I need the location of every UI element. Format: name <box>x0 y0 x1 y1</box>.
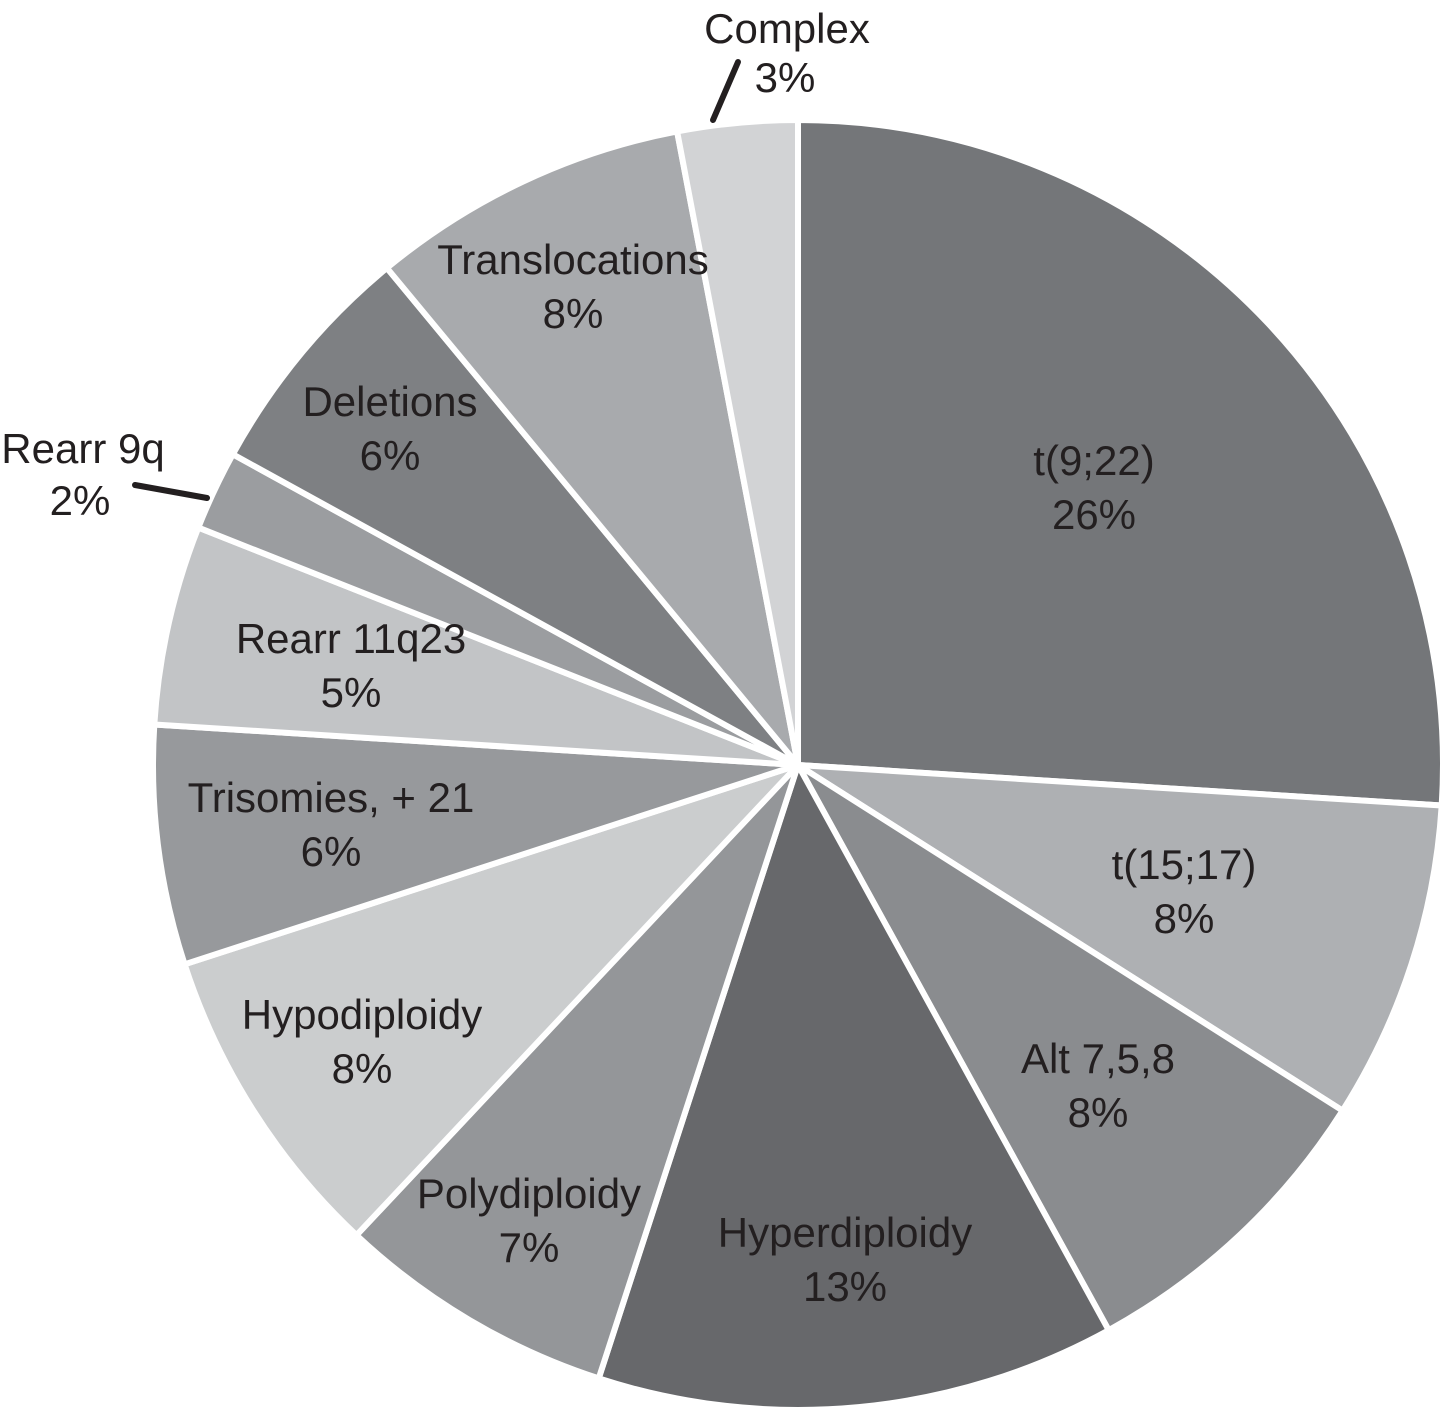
pie-slice-t-15-17 <box>795 762 1445 1114</box>
slice-label-trisomies-21: Trisomies, + 21 <box>188 774 475 821</box>
pie-slice-trisomies-21 <box>150 721 801 968</box>
slice-pct-rearr-11q23: 5% <box>321 669 382 716</box>
pie-slice-t-9-22 <box>795 117 1446 809</box>
pie-slice-polydiploidy <box>353 762 801 1382</box>
pie-slice-translocations <box>383 128 801 768</box>
slice-label-polydiploidy: Polydiploidy <box>417 1170 641 1217</box>
slice-pct-trisomies-21: 6% <box>301 828 362 875</box>
slice-pct-polydiploidy: 7% <box>499 1224 560 1271</box>
slice-label-alt-7-5-8: Alt 7,5,8 <box>1021 1035 1175 1082</box>
slice-label-complex: Complex <box>704 5 870 52</box>
slice-label-hyperdiploidy: Hyperdiploidy <box>718 1209 972 1256</box>
pie-slice-alt-7-5-8 <box>795 762 1346 1334</box>
slice-pct-complex: 3% <box>755 54 816 101</box>
pie-slice-deletions <box>229 265 801 768</box>
slice-label-deletions: Deletions <box>302 378 477 425</box>
leader-line-complex <box>710 59 741 123</box>
slice-label-t-15-17: t(15;17) <box>1112 841 1257 888</box>
slice-pct-alt-7-5-8: 8% <box>1068 1089 1129 1136</box>
pie-slice-hyperdiploidy <box>595 762 1112 1413</box>
slice-label-rearr-9q: Rearr 9q <box>1 425 164 472</box>
slice-label-hypodiploidy: Hypodiploidy <box>242 991 482 1038</box>
slice-pct-t-15-17: 8% <box>1154 895 1215 942</box>
slice-pct-rearr-9q: 2% <box>50 477 111 524</box>
slice-pct-t-9-22: 26% <box>1052 491 1136 538</box>
slice-pct-hypodiploidy: 8% <box>332 1045 393 1092</box>
slice-pct-translocations: 8% <box>543 290 604 337</box>
slice-label-translocations: Translocations <box>437 236 709 283</box>
slice-pct-hyperdiploidy: 13% <box>803 1263 887 1310</box>
pie-slice-rearr-11q23 <box>151 524 801 768</box>
slice-label-t-9-22: t(9;22) <box>1033 437 1154 484</box>
leader-line-rearr-9q <box>132 482 210 501</box>
slice-pct-deletions: 6% <box>360 432 421 479</box>
pie-slice-complex <box>674 116 801 768</box>
pie-slice-hypodiploidy <box>181 762 801 1239</box>
slice-label-rearr-11q23: Rearr 11q23 <box>236 615 466 662</box>
